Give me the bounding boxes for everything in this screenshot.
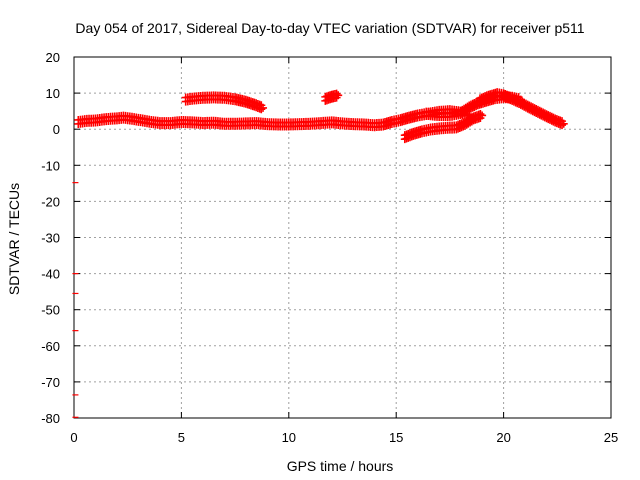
y-axis-label: SDTVAR / TECUs [6,183,22,295]
data-points [72,88,568,418]
data-point [558,121,567,130]
x-tick-label: 20 [496,430,510,445]
data-point [334,91,343,100]
y-tick-label: 0 [53,122,60,137]
x-axis-label: GPS time / hours [287,458,394,474]
x-tick-label: 25 [604,430,618,445]
y-tick-label: -50 [41,303,60,318]
data-point [259,103,268,112]
y-tick-label: -10 [41,158,60,173]
y-tick-label: -60 [41,339,60,354]
y-tick-label: -20 [41,194,60,209]
y-tick-label: -40 [41,267,60,282]
y-tick-label: -30 [41,231,60,246]
chart-title: Day 054 of 2017, Sidereal Day-to-day VTE… [75,20,584,36]
y-tick-label: -70 [41,375,60,390]
data-point [257,105,266,114]
x-tick-label: 10 [282,430,296,445]
x-tick-label: 15 [389,430,403,445]
x-tick-label: 0 [70,430,77,445]
axis-ticks: 0 5 10 15 20 25 -80 -70 -60 -50 -40 -30 -20 -10 0 10 20 [41,50,618,445]
x-tick-label: 5 [178,430,185,445]
y-tick-label: 20 [46,50,60,65]
y-tick-label: 10 [46,86,60,101]
data-point [559,119,568,128]
y-tick-label: -80 [41,411,60,426]
data-point [478,111,487,120]
